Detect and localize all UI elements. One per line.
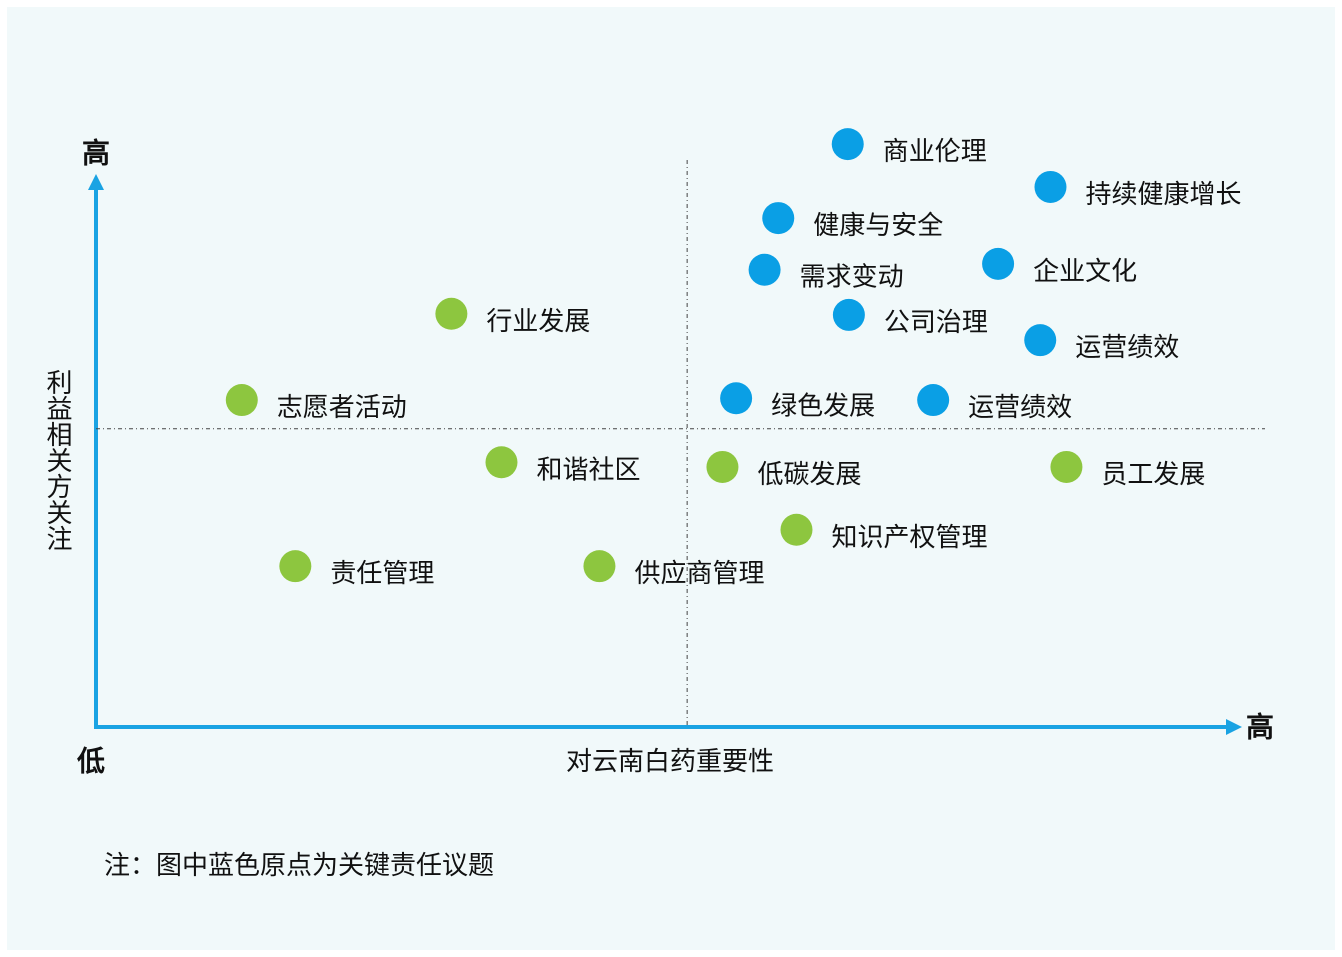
point [1050,450,1083,483]
point-label: 行业发展 [486,307,590,337]
point-label: 运营绩效 [1075,333,1179,363]
point-label: 健康与安全 [813,211,943,241]
x-arrow [1226,719,1242,735]
point-label: 公司治理 [884,308,988,338]
point [917,384,950,417]
point-label: 责任管理 [330,559,434,589]
point [748,253,781,286]
x-axis-label: 对云南白药重要性 [566,747,774,777]
point-label: 企业文化 [1033,257,1137,287]
point-label: 运营绩效 [968,393,1072,423]
point [485,446,518,479]
point-label: 员工发展 [1101,460,1205,490]
y-top-label: 高 [82,137,110,170]
point [1034,170,1067,203]
point-label: 商业伦理 [883,137,987,167]
note: 注：图中蓝色原点为关键责任议题 [104,851,494,881]
point-label: 志愿者活动 [277,393,407,423]
point [832,298,865,331]
y-axis-label: 利益相关方关注 [42,369,72,551]
point [225,384,258,417]
point [982,247,1015,280]
point-label: 持续健康增长 [1085,180,1241,210]
point [720,382,753,415]
point [435,297,468,330]
point [1024,324,1057,357]
point [780,513,813,546]
point [583,550,616,583]
y-arrow [88,174,104,190]
x-end-label: 高 [1246,711,1274,744]
point-label: 低碳发展 [757,460,861,490]
point-label: 绿色发展 [771,391,875,421]
point-label: 需求变动 [800,263,904,293]
panel [7,7,1335,950]
origin-label: 低 [76,745,105,778]
point-label: 供应商管理 [634,559,764,589]
point-label: 知识产权管理 [831,523,987,553]
point [762,202,795,235]
point-label: 和谐社区 [536,455,640,485]
point [831,128,864,161]
point [279,550,312,583]
point [706,450,739,483]
